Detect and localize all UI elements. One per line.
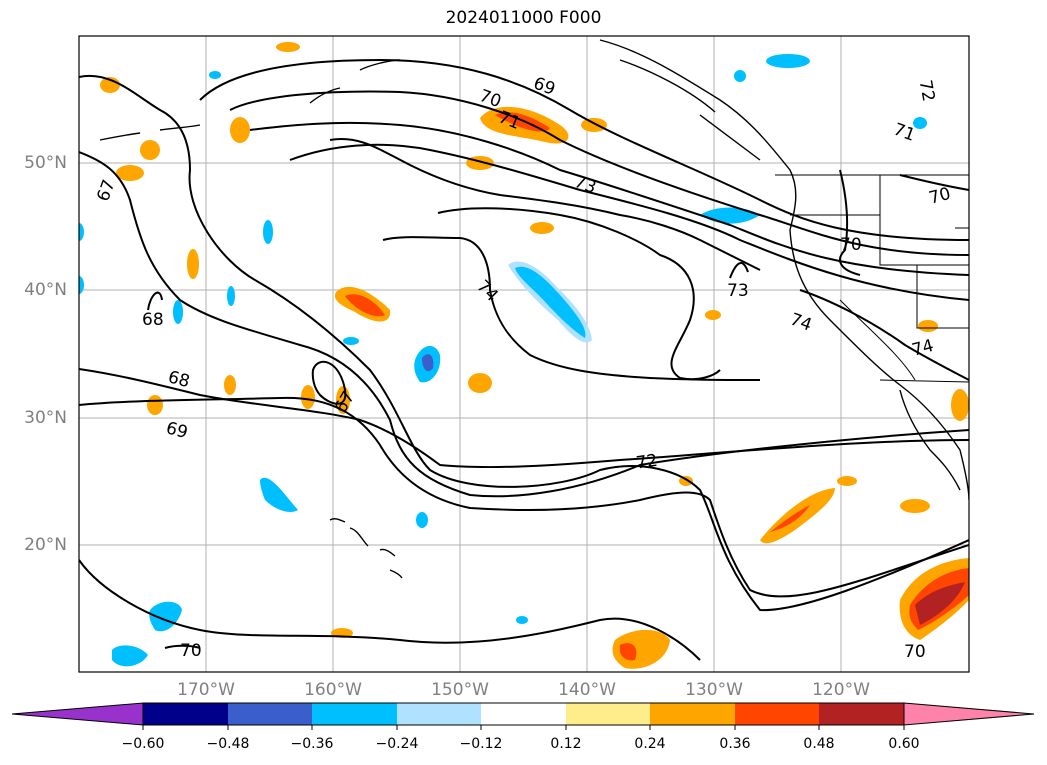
contour-label: 73 <box>727 281 749 301</box>
lon-label: 170°W <box>177 680 235 700</box>
colorbar-tick-label: −0.36 <box>290 736 334 752</box>
map-frame <box>78 35 970 673</box>
colorbar <box>11 702 1035 730</box>
contour-label: 70 <box>840 235 862 255</box>
colorbar-swatch <box>650 703 735 725</box>
contour-label: 70 <box>180 641 202 661</box>
colorbar-tick-label: −0.24 <box>375 736 419 752</box>
colorbar-tick-label: 0.48 <box>803 736 835 752</box>
lon-label: 150°W <box>431 680 489 700</box>
colorbar-tick-label: −0.60 <box>121 736 165 752</box>
colorbar-tick-label: 0.12 <box>550 736 582 752</box>
contour-label: 68 <box>142 310 164 330</box>
colorbar-swatch <box>481 703 566 725</box>
borders <box>775 174 969 383</box>
colorbar-swatch <box>819 703 904 725</box>
contour-label-group: 69 70 71 73 72 71 70 67 68 68 69 74 73 7… <box>93 74 952 662</box>
contour-label: 72 <box>635 451 659 474</box>
contour-label: 70 <box>904 642 926 662</box>
lat-label: 40°N <box>24 280 67 300</box>
lon-label: 140°W <box>558 680 616 700</box>
lon-label: 120°W <box>812 680 870 700</box>
lat-label: 30°N <box>24 408 67 428</box>
colorbar-tick-label: −0.48 <box>206 736 250 752</box>
colorbar-tick-label: −0.12 <box>459 736 503 752</box>
colorbar-swatch <box>397 703 481 725</box>
colorbar-tick-label: 0.36 <box>719 736 751 752</box>
map-title: 2024011000 F000 <box>445 8 602 28</box>
colorbar-swatch <box>566 703 650 725</box>
contour-label: 72 <box>915 78 938 103</box>
colorbar-swatch <box>312 703 397 725</box>
lon-label: 130°W <box>685 680 743 700</box>
cool-anomaly-patches <box>79 54 927 667</box>
colorbar-swatch <box>735 703 819 725</box>
lat-label: 20°N <box>24 535 67 555</box>
colorbar-extend-min <box>11 702 144 726</box>
colorbar-extend-max <box>903 702 1035 726</box>
contour-lines <box>79 58 969 661</box>
colorbar-swatch <box>143 703 228 725</box>
coastlines <box>99 39 969 579</box>
colorbar-tick-label: 0.24 <box>634 736 666 752</box>
map-background <box>79 36 969 672</box>
lat-label: 50°N <box>24 153 67 173</box>
warm-anomaly-patches <box>100 42 969 669</box>
colorbar-swatch <box>228 703 312 725</box>
graticule <box>79 36 969 672</box>
lon-label: 160°W <box>304 680 362 700</box>
colorbar-tick-label: 0.60 <box>888 736 920 752</box>
